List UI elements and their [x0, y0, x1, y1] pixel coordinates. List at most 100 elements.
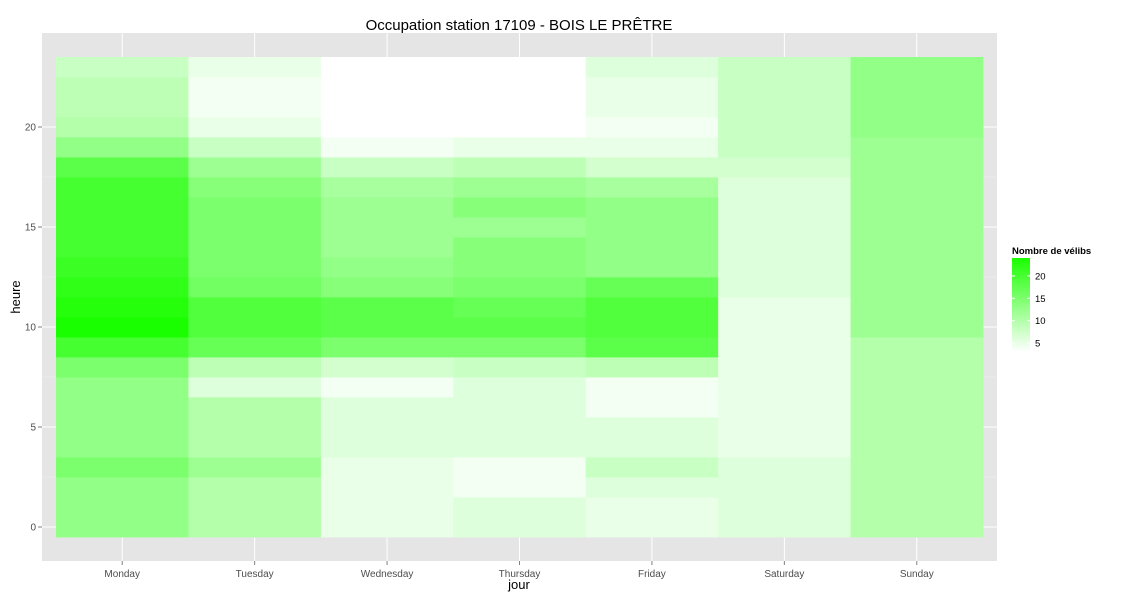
heatmap-cell — [188, 317, 322, 338]
heatmap-cell — [453, 97, 587, 118]
heatmap-cell — [718, 117, 851, 138]
legend-colorbar — [1012, 258, 1030, 352]
heatmap-cell — [453, 237, 587, 258]
heatmap-cell — [320, 377, 454, 398]
heatmap-cell — [56, 357, 189, 378]
heatmap-cell — [585, 517, 719, 538]
heatmap-cell — [585, 457, 719, 478]
heatmap-cell — [453, 517, 587, 538]
heatmap-cell — [188, 117, 322, 138]
heatmap-cell — [718, 237, 851, 258]
heatmap-cell — [320, 517, 454, 538]
heatmap-cell — [188, 497, 322, 518]
legend-title: Nombre de vélibs — [1012, 246, 1091, 257]
heatmap-cell — [453, 297, 587, 318]
heatmap-cell — [453, 497, 587, 518]
heatmap-cell — [585, 177, 719, 198]
y-tick-label: 15 — [25, 223, 37, 234]
heatmap-cell — [56, 257, 189, 278]
heatmap-cell — [320, 97, 454, 118]
heatmap-cell — [718, 437, 851, 458]
heatmap-cell — [320, 357, 454, 378]
heatmap-cell — [585, 377, 719, 398]
heatmap-cell — [718, 177, 851, 198]
heatmap-cell — [850, 277, 984, 298]
heatmap-cell — [453, 477, 587, 498]
legend-label: 15 — [1035, 294, 1046, 305]
heatmap-cell — [56, 337, 189, 358]
heatmap-cell — [585, 437, 719, 458]
heatmap-cell — [56, 197, 189, 218]
y-tick-label: 5 — [30, 423, 36, 434]
heatmap-cell — [188, 517, 322, 538]
x-tick-label: Thursday — [499, 569, 541, 580]
heatmap-cell — [453, 377, 587, 398]
heatmap-cell — [718, 77, 851, 98]
heatmap-cell — [56, 77, 189, 98]
heatmap-cell — [850, 377, 984, 398]
heatmap-cell — [188, 397, 322, 418]
heatmap-cell — [585, 197, 719, 218]
heatmap-cell — [850, 517, 984, 538]
heatmap-cell — [188, 417, 322, 438]
heatmap-cell — [718, 477, 851, 498]
y-axis-title: heure — [8, 280, 23, 313]
heatmap-cell — [585, 117, 719, 138]
heatmap-cell — [56, 277, 189, 298]
heatmap-cell — [850, 257, 984, 278]
heatmap-cell — [718, 497, 851, 518]
heatmap-cell — [453, 457, 587, 478]
heatmap-cell — [850, 317, 984, 338]
heatmap-cell — [718, 317, 851, 338]
heatmap-cell — [718, 397, 851, 418]
heatmap-cell — [718, 297, 851, 318]
heatmap-cell — [188, 477, 322, 498]
x-tick-label: Wednesday — [361, 569, 414, 580]
heatmap-cell — [320, 177, 454, 198]
heatmap-cell — [850, 337, 984, 358]
heatmap-cell — [188, 277, 322, 298]
heatmap-cell — [718, 157, 851, 178]
heatmap-cell — [585, 217, 719, 238]
heatmap-cell — [718, 137, 851, 158]
heatmap-cell — [453, 337, 587, 358]
x-tick-label: Tuesday — [236, 569, 274, 580]
heatmap-cell — [585, 157, 719, 178]
heatmap-cell — [850, 137, 984, 158]
heatmap-cell — [453, 137, 587, 158]
heatmap-cell — [56, 97, 189, 118]
heatmap-cell — [320, 217, 454, 238]
heatmap-cell — [850, 157, 984, 178]
heatmap-cell — [56, 437, 189, 458]
heatmap-cell — [188, 157, 322, 178]
heatmap-cell — [320, 457, 454, 478]
heatmap-cell — [850, 297, 984, 318]
heatmap-cell — [718, 377, 851, 398]
heatmap-cell — [585, 397, 719, 418]
heatmap-cell — [585, 97, 719, 118]
heatmap-cell — [453, 177, 587, 198]
heatmap-cell — [850, 417, 984, 438]
heatmap-cell — [453, 417, 587, 438]
heatmap-cell — [850, 237, 984, 258]
heatmap-cell — [320, 417, 454, 438]
heatmap-cell — [585, 497, 719, 518]
heatmap-cell — [585, 237, 719, 258]
heatmap-cell — [56, 477, 189, 498]
heatmap-cell — [850, 97, 984, 118]
heatmap-cell — [56, 397, 189, 418]
heatmap-cell — [585, 417, 719, 438]
heatmap-cell — [56, 297, 189, 318]
heatmap-cell — [453, 277, 587, 298]
heatmap-cell — [188, 437, 322, 458]
heatmap-cell — [850, 437, 984, 458]
heatmap-cell — [718, 337, 851, 358]
heatmap-cell — [850, 177, 984, 198]
heatmap-cell — [56, 237, 189, 258]
heatmap-cell — [850, 497, 984, 518]
x-tick-label: Sunday — [900, 569, 934, 580]
heatmap-cell — [188, 377, 322, 398]
heatmap-cell — [850, 57, 984, 78]
heatmap-cell — [718, 517, 851, 538]
heatmap-cell — [850, 197, 984, 218]
